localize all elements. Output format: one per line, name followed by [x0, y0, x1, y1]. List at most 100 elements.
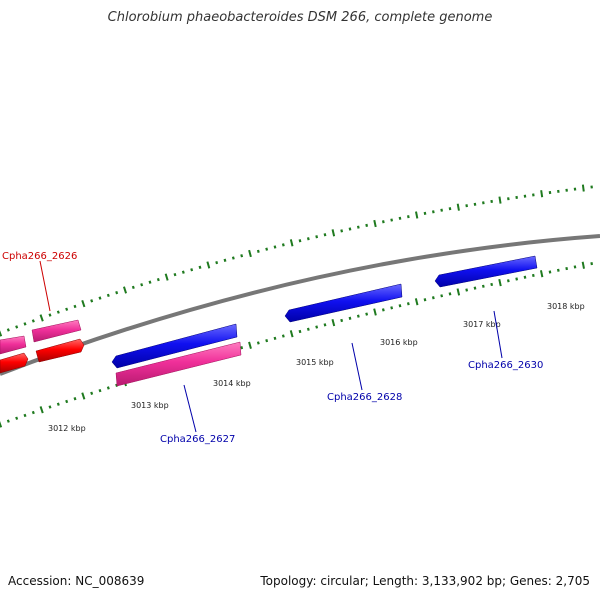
- lower-row-minor-tick: [548, 270, 552, 274]
- lower-row-major-tick: [81, 392, 86, 400]
- gene-arrow-cpha266-2630[interactable]: [434, 255, 538, 288]
- upper-row-major-tick: [248, 249, 252, 258]
- lower-row-minor-tick: [256, 341, 260, 345]
- kbp-label-3018: 3018 kbp: [547, 302, 585, 311]
- lower-row-minor-tick: [98, 388, 102, 393]
- gene-arrow-cpha266-2627-lower[interactable]: [115, 341, 242, 387]
- upper-row-minor-tick: [398, 216, 402, 220]
- lower-row-minor-tick: [65, 399, 69, 404]
- upper-row-minor-tick: [15, 325, 19, 329]
- map-title: Chlorobium phaeobacteroides DSM 266, com…: [107, 10, 493, 25]
- lower-row-minor-tick: [556, 268, 560, 272]
- gene-arrow-cpha266-2628[interactable]: [284, 283, 403, 323]
- gene-label-cpha266-2626[interactable]: Cpha266_2626: [2, 251, 77, 262]
- upper-row-major-tick: [581, 184, 585, 192]
- genome-summary-text: Topology: circular; Length: 3,133,902 bp…: [260, 574, 590, 588]
- lower-row-minor-tick: [240, 346, 244, 350]
- lower-row-minor-tick: [406, 302, 410, 306]
- gene-label-cpha266-2627[interactable]: Cpha266_2627: [160, 434, 235, 445]
- lower-row-minor-tick: [298, 329, 302, 334]
- upper-row-minor-tick: [23, 322, 27, 326]
- upper-row-major-tick: [415, 211, 419, 219]
- upper-row-major-tick: [39, 314, 44, 322]
- lower-row-minor-tick: [265, 338, 269, 343]
- lower-row-major-tick: [456, 288, 461, 296]
- lower-row-minor-tick: [15, 416, 19, 420]
- lower-row-minor-tick: [6, 419, 10, 423]
- lower-row-minor-tick: [531, 273, 535, 278]
- upper-row-minor-tick: [173, 272, 177, 277]
- upper-row-minor-tick: [315, 235, 319, 239]
- gene-arrow-cpha266-2626-upper[interactable]: [31, 319, 82, 343]
- upper-row-minor-tick: [440, 208, 444, 212]
- lower-row-minor-tick: [473, 286, 477, 290]
- upper-row-minor-tick: [448, 207, 452, 211]
- gene-label-cpha266-2630[interactable]: Cpha266_2630: [468, 360, 543, 371]
- lower-row-minor-tick: [481, 284, 485, 288]
- upper-row-minor-tick: [281, 243, 285, 247]
- upper-row-minor-tick: [90, 299, 94, 303]
- upper-row-minor-tick: [340, 229, 344, 233]
- gene-arrow-cpha266-2627-upper[interactable]: [111, 323, 238, 369]
- upper-row-minor-tick: [98, 296, 102, 300]
- lower-row-minor-tick: [515, 277, 519, 281]
- leader-line-2626: [39, 260, 51, 312]
- upper-row-minor-tick: [240, 254, 244, 258]
- upper-row-major-tick: [206, 261, 211, 269]
- upper-row-minor-tick: [423, 211, 427, 215]
- upper-row-minor-tick: [223, 258, 227, 262]
- lower-row-minor-tick: [448, 292, 452, 296]
- kbp-label-3013: 3013 kbp: [131, 401, 169, 410]
- upper-row-minor-tick: [73, 304, 77, 309]
- lower-row-minor-tick: [73, 397, 77, 401]
- lower-row-minor-tick: [323, 323, 327, 327]
- gene-arrow-cpha266-2626-lower[interactable]: [35, 338, 85, 363]
- lower-row-minor-tick: [356, 314, 360, 318]
- gene-arrow-left-lower[interactable]: [0, 352, 29, 374]
- upper-row-minor-tick: [348, 227, 352, 231]
- lower-row-minor-tick: [390, 306, 394, 310]
- lower-row-minor-tick: [106, 386, 110, 390]
- upper-row-minor-tick: [298, 239, 302, 243]
- upper-row-major-tick: [0, 330, 3, 337]
- gene-label-cpha266-2628[interactable]: Cpha266_2628: [327, 392, 402, 403]
- upper-row-minor-tick: [131, 285, 135, 290]
- lower-row-minor-tick: [306, 327, 310, 331]
- kbp-label-3016: 3016 kbp: [380, 338, 418, 347]
- lower-row-minor-tick: [573, 265, 577, 269]
- upper-row-minor-tick: [181, 270, 185, 274]
- lower-row-minor-tick: [523, 275, 527, 279]
- upper-row-minor-tick: [356, 225, 360, 229]
- lower-row-minor-tick: [90, 391, 94, 395]
- lower-row-major-tick: [581, 261, 585, 269]
- upper-row-major-tick: [373, 219, 377, 228]
- upper-row-major-tick: [81, 299, 86, 308]
- genome-backbone: [0, 234, 600, 376]
- upper-row-minor-tick: [273, 245, 277, 249]
- upper-row-major-tick: [540, 190, 544, 198]
- lower-row-minor-tick: [348, 316, 352, 320]
- gene-arrow-left-upper[interactable]: [0, 335, 27, 355]
- lower-row-major-tick: [289, 330, 294, 338]
- upper-row-minor-tick: [231, 256, 235, 260]
- lower-row-minor-tick: [465, 288, 469, 292]
- lower-tick-row: [0, 261, 594, 428]
- lower-row-major-tick: [0, 420, 3, 428]
- lower-row-minor-tick: [490, 282, 494, 287]
- lower-row-minor-tick: [440, 294, 444, 298]
- kbp-label-3017: 3017 kbp: [463, 320, 501, 329]
- lower-row-minor-tick: [315, 325, 319, 329]
- kbp-label-3014: 3014 kbp: [213, 379, 251, 388]
- kbp-label-3012: 3012 kbp: [48, 424, 86, 433]
- upper-row-minor-tick: [56, 310, 60, 314]
- upper-row-minor-tick: [140, 283, 144, 287]
- lower-row-minor-tick: [23, 413, 27, 418]
- upper-row-minor-tick: [390, 218, 394, 222]
- lower-row-minor-tick: [381, 308, 385, 312]
- upper-tick-row: [0, 184, 593, 337]
- upper-row-minor-tick: [256, 249, 260, 253]
- lower-row-minor-tick: [423, 298, 427, 302]
- upper-row-major-tick: [122, 286, 128, 294]
